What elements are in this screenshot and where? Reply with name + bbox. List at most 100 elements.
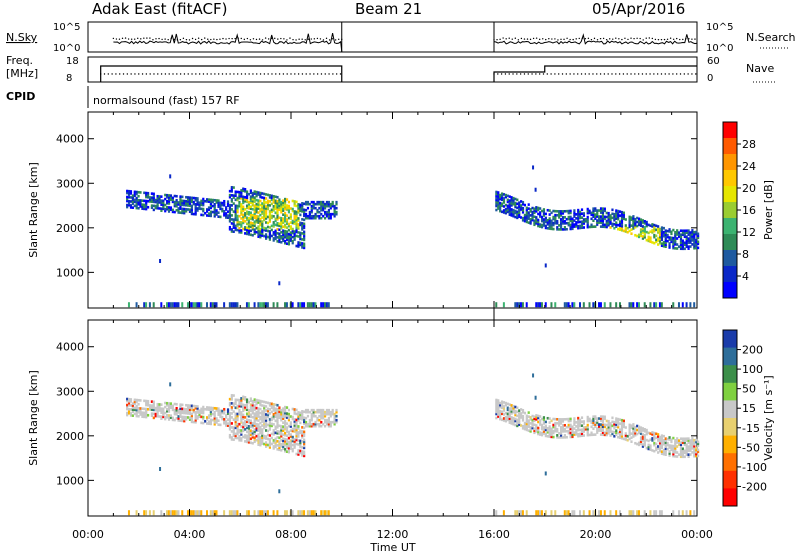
nsearch-dot: [219, 38, 221, 40]
velocity-cell: [611, 430, 614, 434]
velocity-cell: [167, 416, 171, 419]
velocity-cell: [230, 430, 233, 433]
velocity-cell: [264, 443, 268, 446]
velocity-cell: [668, 450, 671, 453]
power-cell: [185, 195, 188, 199]
power-cell: [649, 240, 652, 244]
power-cell: [506, 210, 509, 214]
velocity-cell: [573, 431, 576, 434]
nsearch-dot: [548, 38, 550, 40]
nave-dot: [679, 73, 682, 75]
power-cell: [240, 229, 243, 232]
power-cell: [647, 231, 650, 235]
power-cell: [152, 196, 155, 200]
power-cell: [266, 302, 269, 308]
power-cell: [278, 198, 281, 202]
velocity-cell: [569, 423, 572, 427]
power-cell: [253, 302, 256, 308]
power-cell: [529, 218, 532, 221]
velocity-cell: [150, 406, 154, 409]
velocity-cell: [285, 426, 289, 429]
velocity-cell: [500, 406, 504, 410]
velocity-cell: [268, 422, 271, 425]
velocity-cell: [272, 439, 275, 442]
velocity-cell: [658, 435, 662, 439]
velocity-cell: [529, 430, 532, 433]
velocity-cell: [242, 403, 245, 407]
velocity-cell: [527, 415, 530, 418]
power-cell: [141, 207, 144, 210]
nsearch-dot: [508, 37, 510, 39]
power-cell: [514, 209, 517, 213]
velocity-cell: [308, 422, 311, 426]
velocity-cell: [249, 409, 252, 413]
velocity-cell: [552, 429, 555, 433]
velocity-cell: [276, 411, 279, 415]
velocity-cell: [259, 411, 262, 415]
velocity-cell: [293, 442, 296, 445]
velocity-cell: [247, 414, 251, 418]
power-cell: [247, 221, 251, 224]
power-cell: [617, 213, 620, 217]
velocity-cell: [638, 441, 641, 445]
power-cell: [274, 207, 277, 211]
velocity-cell: [131, 410, 134, 413]
nave-label: Nave: [746, 62, 774, 75]
nsearch-dot: [207, 38, 209, 40]
power-cell: [293, 218, 296, 221]
power-cell: [322, 208, 325, 212]
power-cell: [242, 219, 245, 223]
power-cell: [137, 198, 140, 202]
power-cell: [284, 207, 287, 211]
colorbar-swatch: [723, 170, 737, 187]
power-cell: [230, 188, 233, 191]
velocity-cell: [685, 510, 688, 516]
power-cell: [266, 205, 270, 209]
velocity-cell: [529, 418, 532, 421]
velocity-cell: [580, 432, 584, 436]
power-cell: [624, 218, 627, 221]
velocity-cell: [217, 413, 220, 416]
power-cell: [323, 210, 327, 214]
power-cell: [285, 208, 289, 211]
power-cell: [308, 212, 311, 216]
velocity-cell: [194, 416, 197, 420]
power-cell: [512, 202, 515, 206]
nsearch-dot: [194, 38, 197, 41]
velocity-cell: [244, 416, 247, 419]
power-cell: [575, 217, 578, 220]
power-cell: [249, 229, 252, 233]
velocity-cell: [198, 411, 201, 414]
velocity-cell: [249, 397, 252, 400]
power-cell: [320, 202, 323, 206]
power-cell: [234, 302, 237, 308]
power-cell: [255, 210, 258, 214]
power-cell: [306, 202, 310, 206]
velocity-cell: [565, 435, 568, 439]
power-cell: [263, 212, 266, 216]
velocity-cell: [634, 433, 637, 437]
velocity-cell: [303, 438, 306, 442]
power-cell: [247, 223, 251, 226]
power-cell: [670, 232, 673, 236]
power-cell: [645, 238, 648, 242]
power-cell: [554, 219, 557, 223]
power-cell: [259, 223, 262, 227]
nave-dot: [240, 73, 243, 75]
velocity-cell: [303, 418, 306, 422]
power-cell: [278, 236, 281, 240]
power-cell: [691, 235, 694, 238]
power-cell: [563, 220, 566, 223]
velocity-cell: [320, 420, 323, 424]
velocity-cell: [575, 425, 578, 428]
power-cell: [251, 215, 254, 219]
power-cell: [618, 302, 621, 308]
velocity-cell: [649, 448, 652, 452]
power-cell: [653, 241, 656, 245]
power-cell: [664, 241, 667, 244]
velocity-cell: [278, 414, 281, 418]
velocity-cell: [289, 447, 292, 450]
velocity-cell: [687, 445, 690, 448]
velocity-cell: [554, 510, 557, 516]
velocity-cell: [559, 436, 563, 439]
